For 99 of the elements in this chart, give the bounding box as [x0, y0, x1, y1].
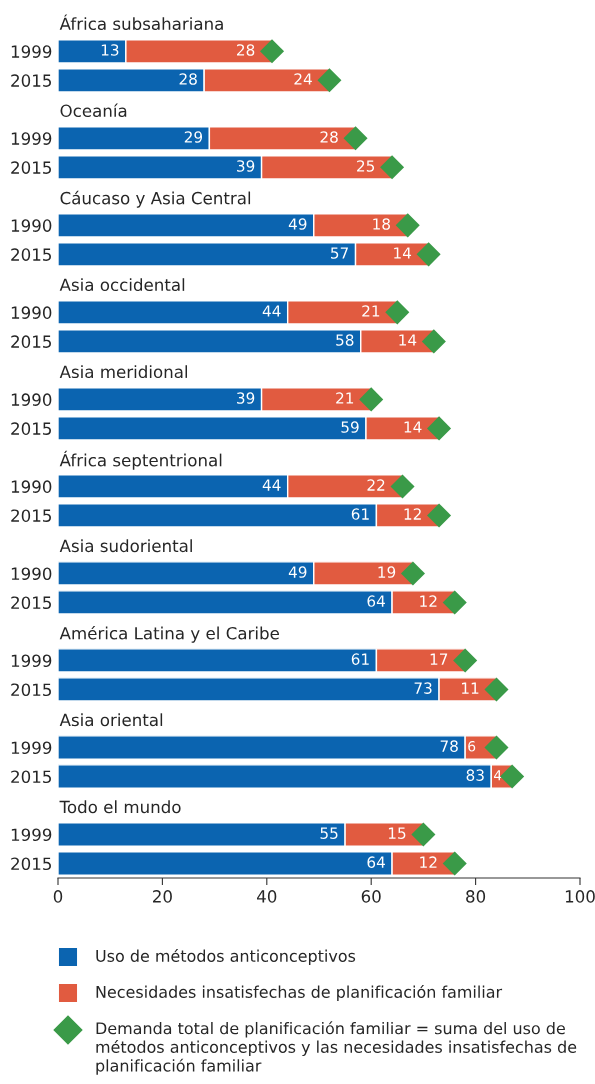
point: [395, 213, 420, 238]
y-tick-label: 1999: [11, 132, 52, 145]
data-label: 64: [367, 856, 385, 868]
x-tick-label: 20: [153, 890, 172, 903]
data-label: 39: [237, 160, 255, 172]
point: [416, 242, 441, 267]
y-tick-label: 1990: [11, 480, 52, 493]
point: [411, 822, 436, 847]
annotation: Asia sudoriental: [59, 539, 192, 553]
y-tick-label: 1990: [11, 567, 52, 580]
data-label: 73: [414, 682, 432, 694]
y-tick-label: 2015: [11, 248, 51, 261]
legend-label: Uso de métodos anticonceptivos: [96, 948, 356, 966]
data-label: 28: [320, 131, 338, 143]
y-tick-label: 1999: [11, 741, 52, 755]
data-label: 25: [357, 160, 375, 172]
y-tick-label: 2015: [11, 770, 51, 784]
point: [442, 851, 467, 876]
y-tick-label: 2015: [11, 857, 51, 871]
data-label: 64: [367, 595, 385, 607]
point: [359, 387, 384, 412]
y-tick-label: 2015: [11, 335, 51, 348]
x-tick-label: 40: [257, 890, 277, 903]
data-label: 49: [288, 218, 307, 230]
data-label: 59: [341, 421, 359, 433]
y-tick-label: 1990: [11, 393, 52, 406]
y-tick-label: 2015: [11, 596, 51, 610]
data-label: 18: [373, 218, 390, 230]
legend-label: Demanda total de planificación familiar = suma del uso de métodos anticonceptivos y las necesidades insatisfechas de planificación familiar: [96, 1021, 577, 1075]
point: [380, 155, 405, 180]
data-label: 39: [237, 392, 255, 404]
annotation: Todo el mundo: [59, 800, 181, 814]
point: [453, 648, 478, 673]
data-label: 13: [101, 44, 119, 56]
y-tick-label: 1999: [11, 45, 52, 58]
annotation: Cáucaso y Asia Central: [60, 190, 251, 208]
annotation: Oceanía: [60, 103, 127, 118]
data-label: 14: [394, 247, 412, 259]
point: [500, 764, 525, 789]
y-tick-label: 2015: [11, 509, 51, 522]
y-tick-label: 2015: [11, 74, 51, 87]
data-label: 12: [404, 508, 421, 520]
y-tick-label: 1990: [11, 306, 52, 319]
data-label: 17: [430, 653, 448, 665]
point: [317, 68, 342, 93]
annotation: Asia oriental: [59, 713, 163, 727]
point: [259, 39, 285, 64]
point: [343, 126, 368, 151]
data-label: 21: [362, 305, 380, 317]
point: [390, 474, 415, 499]
data-label: 21: [336, 392, 354, 404]
data-label: 11: [462, 682, 479, 694]
legend-label: Necesidades insatisfechas de planificación familiar: [96, 984, 503, 1002]
data-label: 28: [236, 44, 255, 56]
point: [421, 329, 446, 354]
data-label: 44: [262, 479, 281, 491]
data-label: 19: [378, 566, 396, 578]
y-tick-label: 2015: [11, 422, 51, 435]
x-tick-label: 60: [361, 890, 381, 903]
x-tick-label: 100: [565, 890, 595, 903]
data-label: 49: [288, 566, 307, 578]
y-tick-label: 1999: [11, 654, 52, 668]
point: [442, 590, 467, 615]
data-label: 44: [262, 305, 281, 317]
data-label: 58: [336, 334, 354, 346]
annotation: Asia meridional: [59, 365, 188, 379]
annotation: África subsahariana: [59, 14, 223, 31]
data-label: 24: [294, 73, 312, 85]
data-label: 83: [466, 769, 484, 781]
data-label: 12: [420, 595, 437, 607]
point: [484, 677, 509, 702]
point: [400, 561, 425, 586]
data-label: 55: [320, 827, 338, 839]
data-label: 57: [331, 247, 348, 259]
data-label: 61: [351, 653, 369, 665]
data-label: 12: [420, 856, 437, 868]
y-tick-label: 1990: [11, 219, 52, 232]
y-tick-label: 1999: [11, 828, 52, 842]
data-label: 15: [388, 827, 406, 839]
y-tick-label: 2015: [11, 683, 51, 697]
data-label: 14: [399, 334, 417, 346]
y-tick-label: 2015: [11, 161, 51, 174]
annotation: África septentrional: [59, 450, 222, 470]
data-label: 78: [440, 740, 458, 752]
data-label: 29: [184, 131, 203, 143]
x-tick-label: 0: [53, 890, 63, 903]
data-label: 61: [351, 508, 369, 520]
data-label: 28: [179, 73, 197, 85]
x-tick-label: 80: [466, 890, 486, 903]
point: [427, 503, 452, 528]
point: [484, 735, 509, 760]
point: [385, 300, 410, 325]
data-label: 22: [367, 479, 385, 491]
point: [427, 416, 452, 441]
data-label: 6: [468, 740, 476, 752]
data-label: 14: [404, 421, 422, 433]
annotation: Asia occidental: [59, 278, 185, 292]
annotation: América Latina y el Caribe: [59, 625, 279, 643]
data-label: 4: [494, 770, 502, 781]
